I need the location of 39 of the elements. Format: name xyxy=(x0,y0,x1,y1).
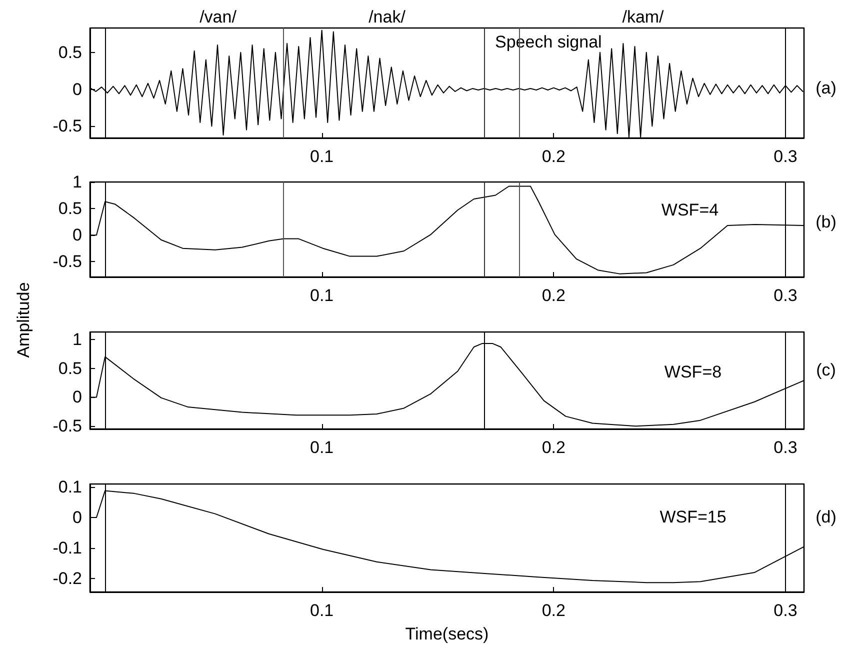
x-tick-label: 0.2 xyxy=(542,147,566,166)
x-tick-label: 0.1 xyxy=(310,438,334,457)
y-tick-label: 1 xyxy=(72,172,82,192)
x-tick-label: 0.2 xyxy=(542,601,566,620)
y-tick-label: 0.5 xyxy=(58,358,82,378)
y-tick-label: -0.5 xyxy=(52,252,82,272)
annotation: WSF=8 xyxy=(664,362,722,382)
x-tick-label: 0.3 xyxy=(774,286,798,305)
text: /nak/ xyxy=(368,8,406,26)
x-tick-label: 0.3 xyxy=(774,147,798,166)
x-tick-label: 0.3 xyxy=(774,601,798,620)
x-tick-label: 0.3 xyxy=(774,438,798,457)
x-tick-label: 0.2 xyxy=(542,438,566,457)
annotation: WSF=4 xyxy=(661,200,719,220)
y-tick-label: 0.5 xyxy=(58,199,82,218)
annotation: WSF=15 xyxy=(660,508,726,526)
y-tick-label: 0.1 xyxy=(58,478,82,497)
x-tick-label: 0.1 xyxy=(310,601,334,620)
y-axis-title: Amplitude xyxy=(14,282,34,358)
text: /van/ xyxy=(200,8,237,26)
text: /kam/ xyxy=(622,8,664,26)
x-axis-title: Time(secs) xyxy=(405,624,489,644)
y-tick-label: 0 xyxy=(72,388,82,407)
y-tick-label: -0.5 xyxy=(52,116,82,136)
text: (d) xyxy=(816,508,836,526)
text: (b) xyxy=(816,212,836,232)
x-tick-label: 0.2 xyxy=(542,286,566,305)
text: (c) xyxy=(816,360,836,380)
y-tick-label: -0.5 xyxy=(52,416,82,436)
y-tick-label: -0.2 xyxy=(52,568,82,588)
text: (a) xyxy=(816,78,836,98)
y-tick-label: 0.5 xyxy=(58,42,82,62)
x-tick-label: 0.1 xyxy=(310,147,334,166)
y-tick-label: 0 xyxy=(72,80,82,99)
y-tick-label: -0.1 xyxy=(52,538,82,558)
x-tick-label: 0.1 xyxy=(310,286,334,305)
y-tick-label: 1 xyxy=(72,330,82,350)
y-tick-label: 0 xyxy=(72,508,82,527)
y-tick-label: 0 xyxy=(72,226,82,245)
